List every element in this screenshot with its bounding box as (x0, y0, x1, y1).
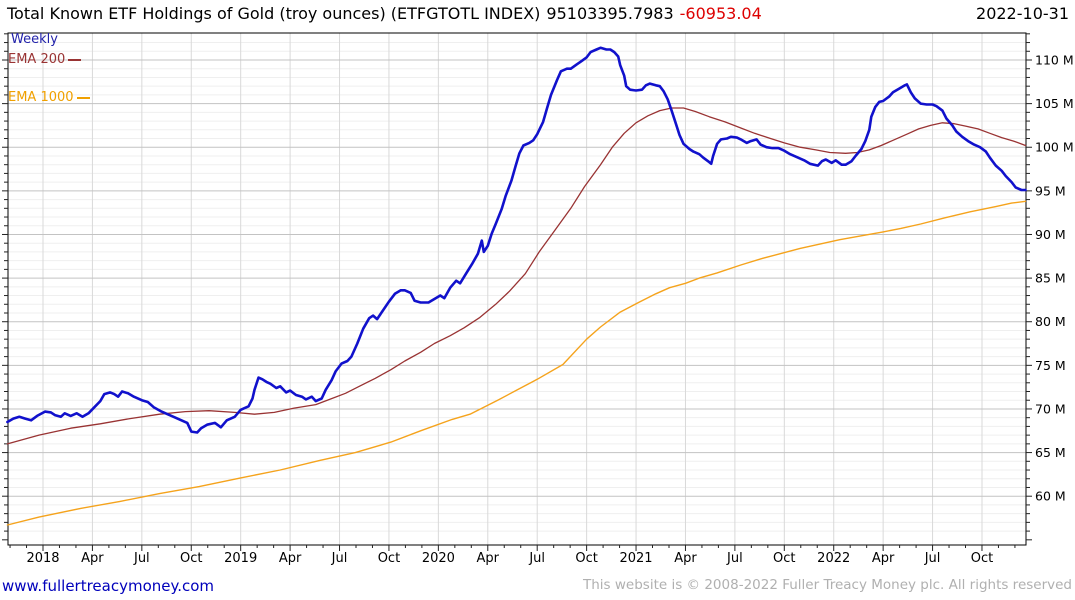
y-axis-label: 75 M (1035, 358, 1066, 373)
x-axis-label: Oct (180, 551, 202, 566)
legend-label-ema200: EMA 200 (8, 52, 66, 67)
x-axis-label: 2022 (817, 551, 850, 566)
chart-title: Total Known ETF Holdings of Gold (troy o… (7, 4, 541, 23)
x-axis-label: Apr (81, 551, 104, 566)
x-axis-label: Jul (133, 551, 150, 566)
y-axis-label: 95 M (1035, 183, 1066, 198)
y-axis-label: 85 M (1035, 271, 1066, 286)
copyright-notice: This website is © 2008-2022 Fuller Treac… (583, 577, 1072, 593)
legend-label-ema1000: EMA 1000 (8, 90, 74, 105)
legend-item-weekly: Weekly (11, 32, 58, 47)
y-axis-label: 110 M (1035, 53, 1074, 68)
y-axis-label: 70 M (1035, 401, 1066, 416)
y-axis-label: 90 M (1035, 227, 1066, 242)
chart-date: 2022-10-31 (976, 4, 1069, 23)
y-axis-label: 100 M (1035, 140, 1074, 155)
x-axis-label: Jul (528, 551, 545, 566)
x-axis-label: Jul (924, 551, 941, 566)
x-axis-label: Apr (872, 551, 895, 566)
ema200-line-sample (68, 58, 82, 61)
x-axis-label: 2020 (422, 551, 455, 566)
x-axis-label: Oct (773, 551, 795, 566)
x-axis-label: Apr (674, 551, 697, 566)
x-axis-label: 2019 (224, 551, 257, 566)
x-axis-label: Oct (378, 551, 400, 566)
x-axis-label: Apr (477, 551, 500, 566)
y-axis-label: 60 M (1035, 489, 1066, 504)
legend-item-ema1000: EMA 1000 (8, 90, 90, 105)
x-axis-label: 2018 (26, 551, 59, 566)
x-axis-label: Oct (971, 551, 993, 566)
x-axis-label: 2021 (619, 551, 652, 566)
x-axis-label: Oct (575, 551, 597, 566)
legend-label-weekly: Weekly (11, 32, 58, 47)
legend-item-ema200: EMA 200 (8, 52, 82, 67)
y-axis-label: 105 M (1035, 96, 1074, 111)
series-line-ema-1000 (6, 200, 1027, 526)
y-axis-label: 65 M (1035, 445, 1066, 460)
chart-header: Total Known ETF Holdings of Gold (troy o… (7, 4, 1071, 23)
series-line-weekly (6, 46, 1027, 434)
chart-last-value: 95103395.7983 (546, 4, 674, 23)
y-axis-label: 80 M (1035, 314, 1066, 329)
series-line-ema-200 (6, 107, 1027, 445)
ema1000-line-sample (76, 96, 90, 99)
x-axis-label: Jul (331, 551, 348, 566)
fullertreacymoney-link[interactable]: www.fullertreacymoney.com (2, 577, 215, 595)
x-axis-label: Jul (726, 551, 743, 566)
chart-change: -60953.04 (679, 4, 762, 23)
x-axis-label: Apr (279, 551, 302, 566)
